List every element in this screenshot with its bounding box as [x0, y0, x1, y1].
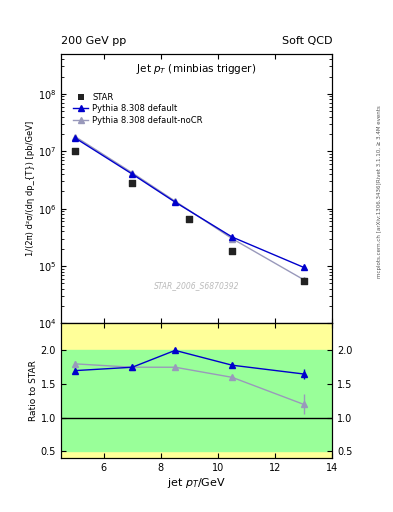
Point [300, 277, 307, 285]
Text: Soft QCD: Soft QCD [282, 36, 332, 46]
Legend: STAR, Pythia 8.308 default, Pythia 8.308 default-noCR: STAR, Pythia 8.308 default, Pythia 8.308… [70, 90, 205, 127]
Text: 200 GeV pp: 200 GeV pp [61, 36, 126, 46]
Text: Rivet 3.1.10, ≥ 3.4M events: Rivet 3.1.10, ≥ 3.4M events [377, 105, 382, 182]
Text: STAR_2006_S6870392: STAR_2006_S6870392 [154, 281, 239, 290]
Text: mcplots.cern.ch [arXiv:1306.3436]: mcplots.cern.ch [arXiv:1306.3436] [377, 183, 382, 278]
Point [72, 147, 78, 155]
Text: Jet $p_T$ (minbias trigger): Jet $p_T$ (minbias trigger) [136, 62, 257, 76]
X-axis label: jet $p_T$/GeV: jet $p_T$/GeV [167, 476, 226, 490]
Point [229, 247, 235, 255]
Y-axis label: 1/(2π) d²σ/(dη dp_{T}) [pb/GeV]: 1/(2π) d²σ/(dη dp_{T}) [pb/GeV] [26, 121, 35, 256]
Point [129, 179, 136, 187]
Point [186, 215, 193, 223]
Y-axis label: Ratio to STAR: Ratio to STAR [29, 360, 38, 421]
